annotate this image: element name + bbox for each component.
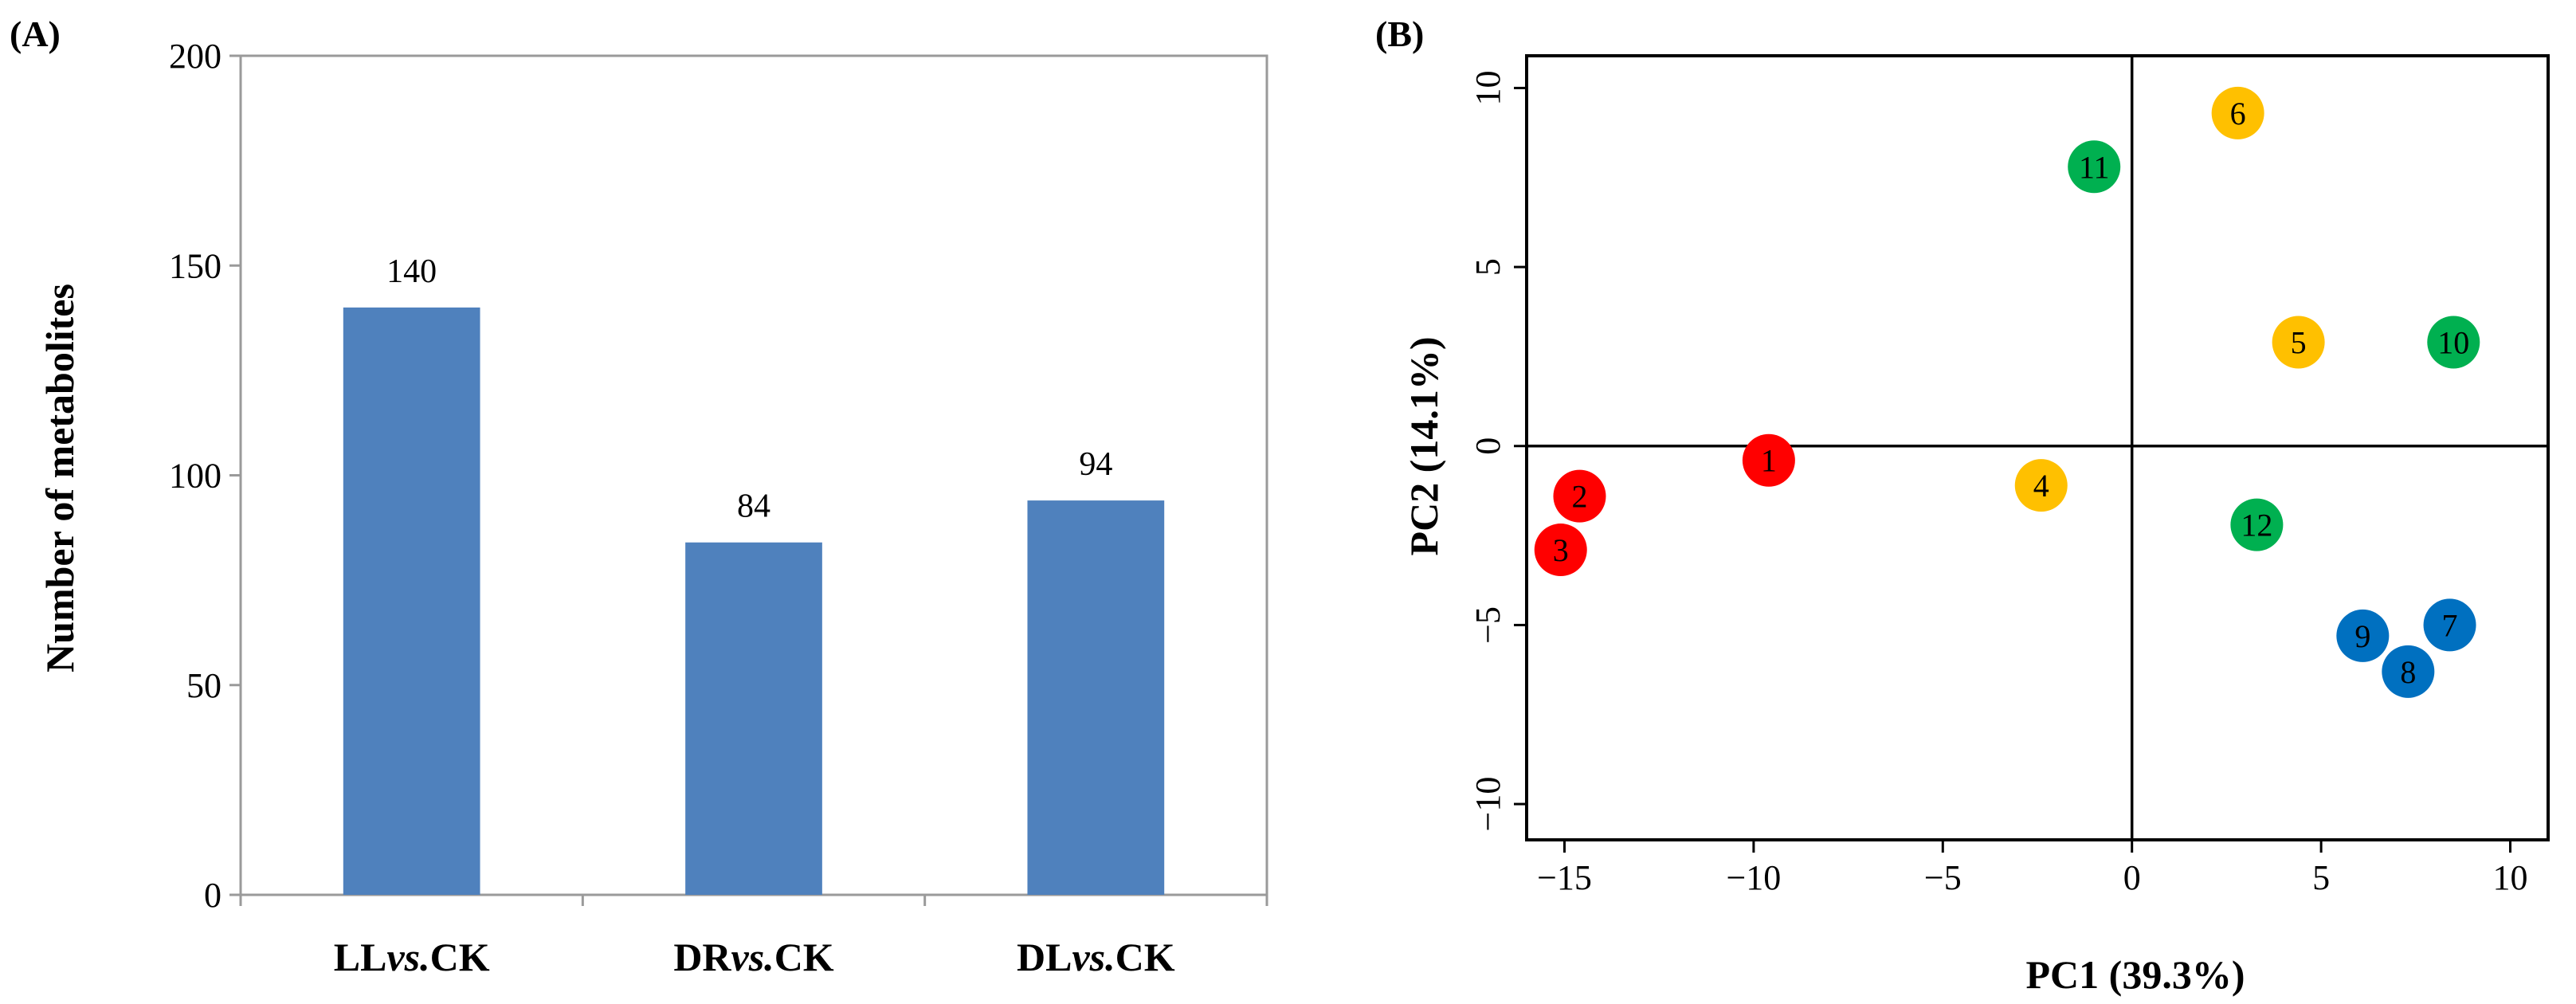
scatter-point — [2211, 86, 2264, 139]
panel-b-ytick-label: 0 — [1468, 437, 1508, 455]
scatter-point-label: 1 — [1761, 443, 1777, 479]
scatter-point — [2427, 316, 2480, 369]
bar-value-label: 84 — [737, 488, 770, 525]
panel-b-xtick-label: −10 — [1726, 858, 1781, 897]
bar — [685, 542, 822, 895]
panel-b-xtick-label: 10 — [2493, 858, 2528, 897]
scatter-point — [2014, 459, 2068, 512]
panel-b-ytick-label: −5 — [1468, 606, 1508, 644]
scatter-point-label: 10 — [2437, 324, 2469, 360]
bar — [343, 307, 480, 895]
panel-b-label: (B) — [1375, 14, 1424, 54]
panel-b-xtick-label: 0 — [2123, 858, 2141, 897]
scatter-point-label: 3 — [1553, 532, 1569, 568]
panel-b-ytick-label: −10 — [1468, 777, 1508, 832]
panel-a-marks: 0 50 100 150 200 140 LLvs.CK 84 DRvs.CK 94 DLvs.CK — [169, 37, 1268, 979]
panel-b-ylabel: PC2 (14.1%) — [1402, 337, 1446, 556]
scatter-point — [2336, 609, 2390, 662]
scatter-point — [2382, 645, 2435, 698]
panel-b-ytick-label: 10 — [1468, 70, 1508, 105]
scatter-point — [2272, 316, 2325, 369]
scatter-point — [1534, 524, 1587, 577]
scatter-point-label: 2 — [1571, 479, 1587, 515]
scatter-point-label: 4 — [2033, 468, 2049, 504]
panel-a-ytick-label: 150 — [169, 246, 222, 285]
scatter-point-label: 9 — [2354, 618, 2370, 654]
panel-a-ylabel: Number of metabolites — [37, 284, 82, 673]
panel-a-ytick-label: 0 — [204, 876, 222, 915]
scatter-point-label: 8 — [2400, 654, 2416, 690]
scatter-point — [1553, 469, 1606, 523]
scatter-point — [2068, 140, 2121, 194]
bar-value-label: 94 — [1079, 446, 1112, 483]
scatter-point-label: 5 — [2291, 324, 2307, 360]
scatter-point-label: 6 — [2230, 96, 2246, 131]
scatter-point — [1742, 433, 1795, 487]
panel-b-xtick-label: −5 — [1924, 858, 1962, 897]
panel-b-xlabel: PC1 (39.3%) — [2026, 952, 2245, 997]
panel-b-ytick-label: 5 — [1468, 258, 1508, 276]
panel-a-ytick-label: 50 — [186, 666, 222, 705]
panel-a-label: (A) — [10, 14, 61, 54]
scatter-point — [2230, 498, 2284, 551]
scatter-point-label: 11 — [2079, 149, 2110, 185]
category-label: DLvs.CK — [1017, 935, 1175, 979]
scatter-point — [2423, 598, 2476, 652]
bar — [1027, 500, 1165, 895]
bar-value-label: 140 — [386, 253, 437, 290]
panel-b-plot-frame — [1525, 54, 2550, 841]
category-label: DRvs.CK — [673, 935, 833, 979]
category-label: LLvs.CK — [334, 935, 490, 979]
panel-b-xtick-label: 5 — [2312, 858, 2330, 897]
panel-a-ytick-label: 200 — [169, 37, 222, 76]
panel-a-ytick-label: 100 — [169, 457, 222, 496]
panel-b-xtick-label: −15 — [1537, 858, 1592, 897]
scatter-point-label: 12 — [2241, 508, 2272, 543]
scatter-point-label: 7 — [2442, 607, 2458, 643]
